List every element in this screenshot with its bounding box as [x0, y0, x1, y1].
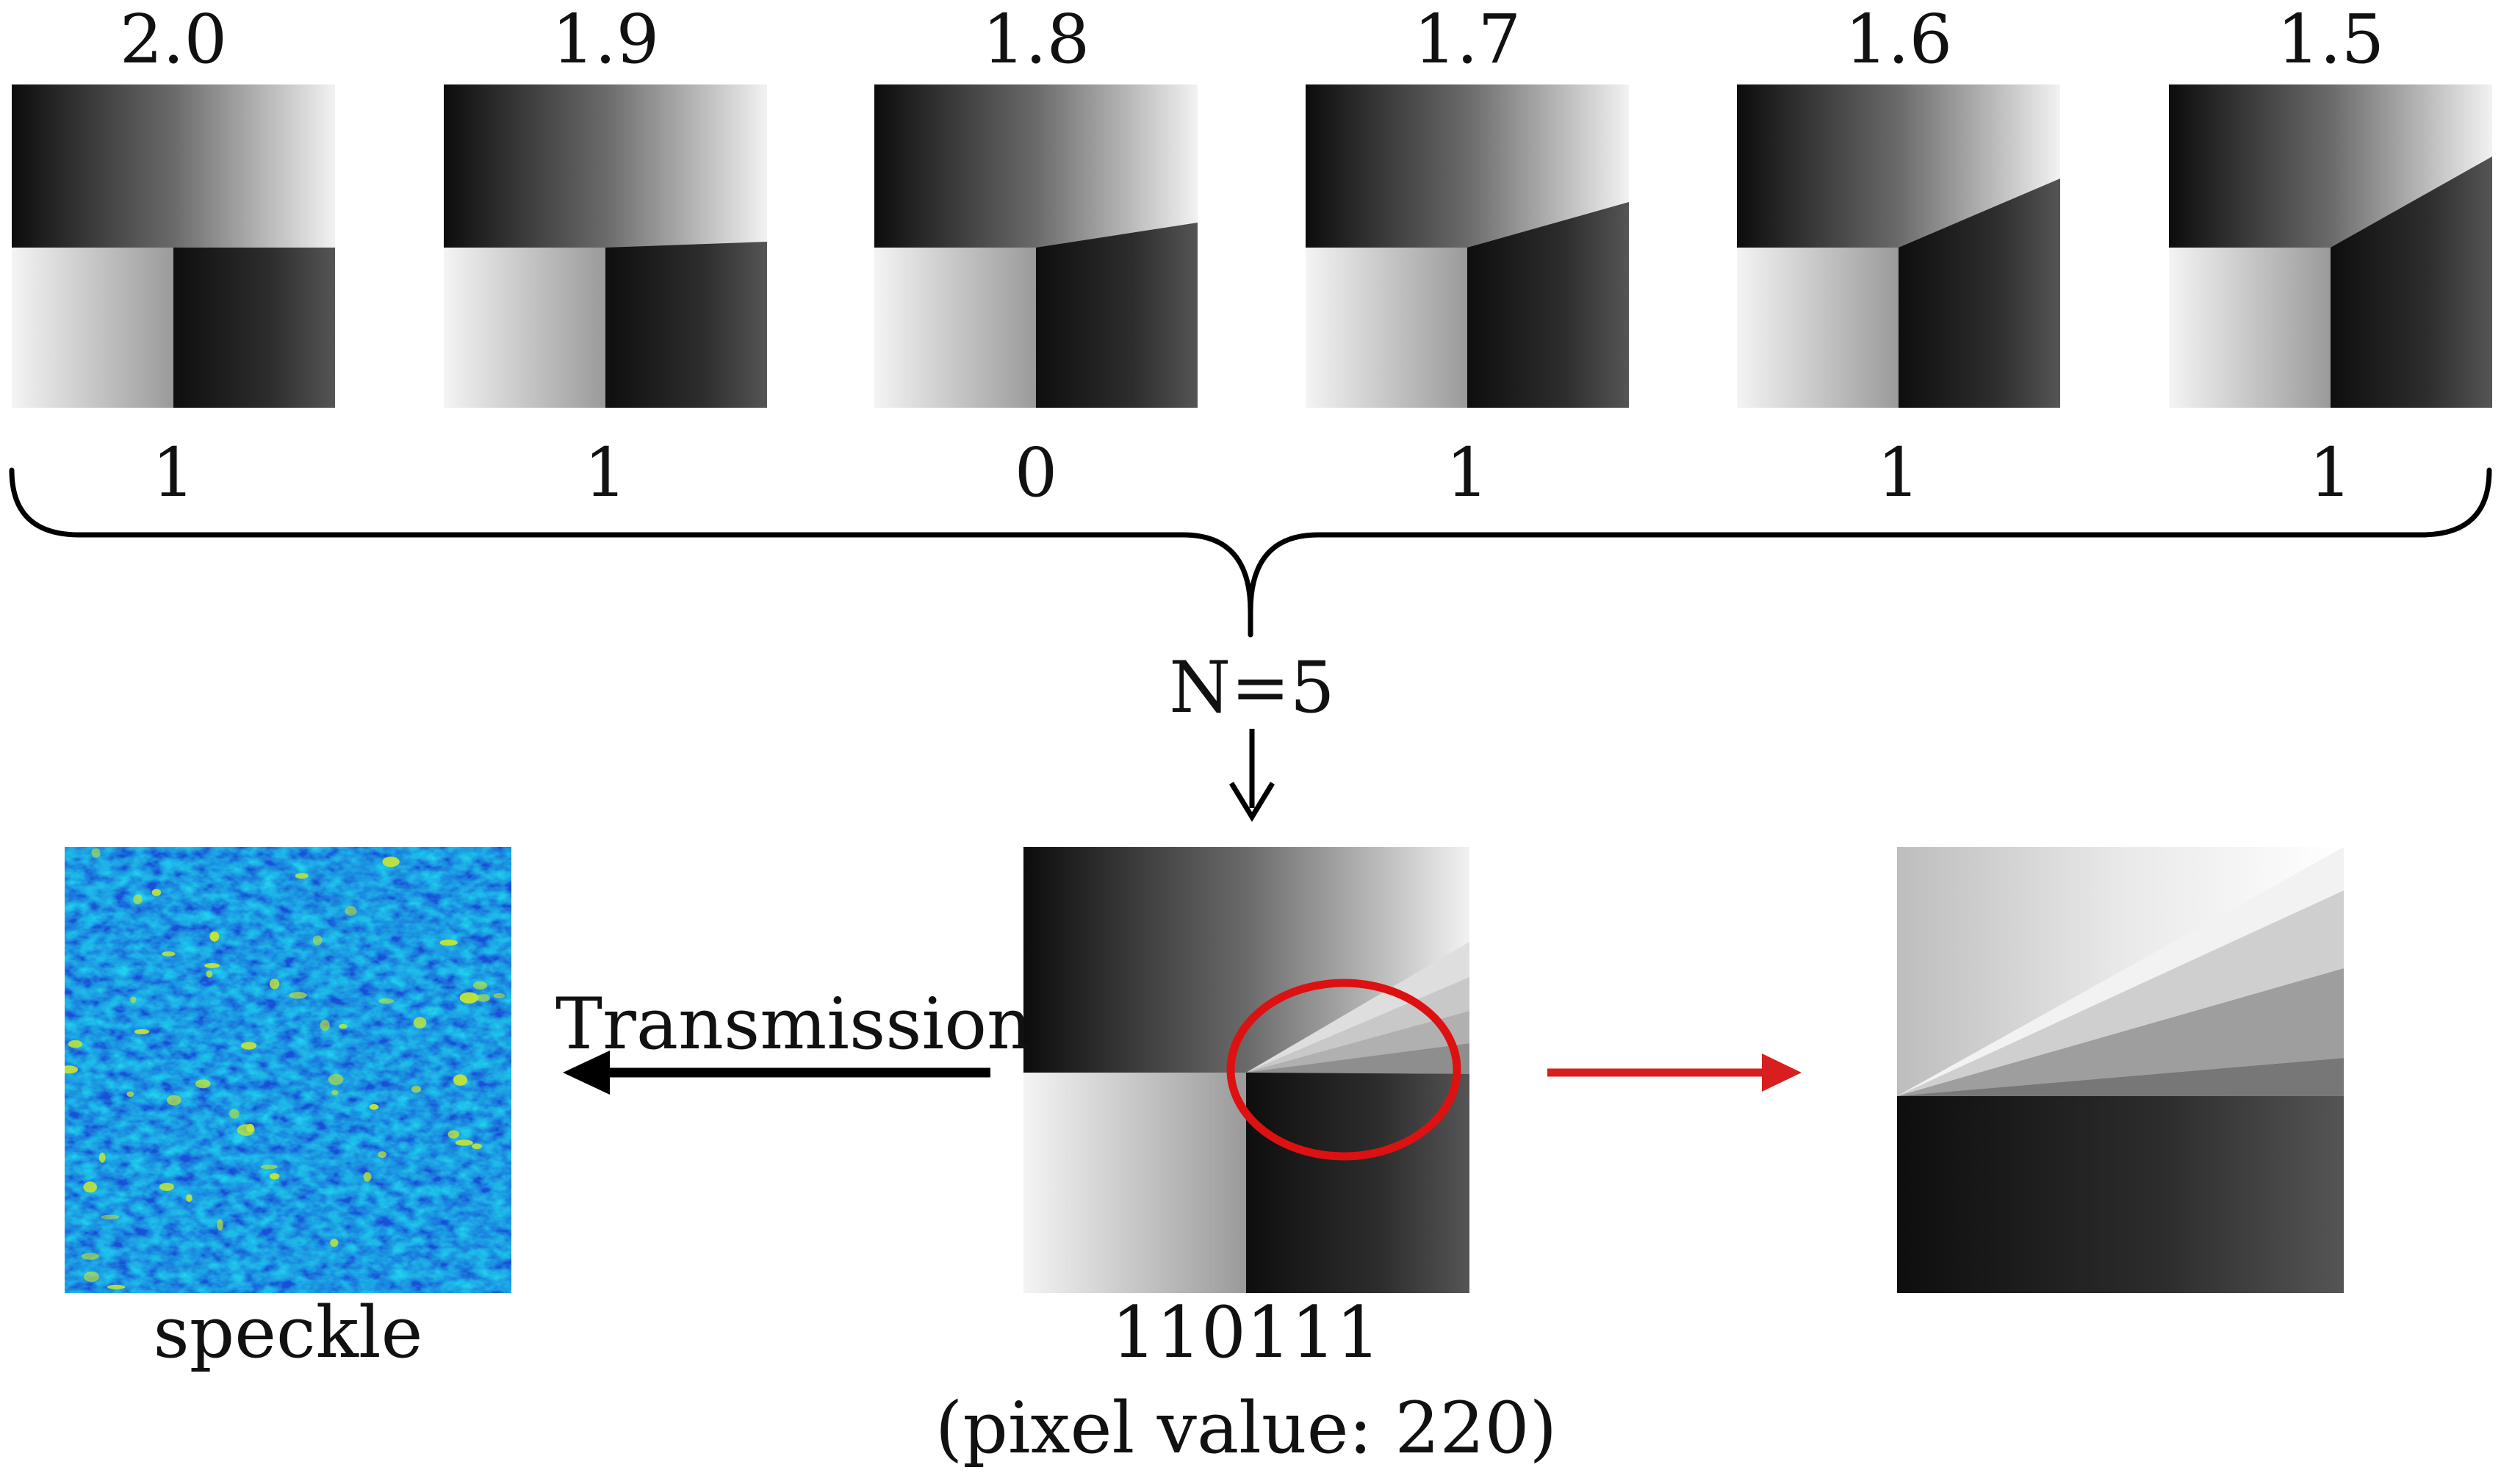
speckle-grain	[81, 1253, 99, 1260]
speckle-grain	[413, 1017, 427, 1029]
speckle-label: speckle	[153, 1292, 423, 1374]
speckle-grain	[312, 935, 323, 945]
bit-label-6: 1	[2309, 433, 2353, 512]
speckle-grain	[228, 1109, 240, 1119]
speckle-grain	[475, 994, 491, 1002]
superposed-phase-mask	[1023, 847, 1469, 1293]
speckle-grain	[260, 1164, 278, 1170]
speckle-grain	[98, 1152, 106, 1163]
transmission-label: Transmission	[555, 983, 1032, 1065]
speckle-grain	[84, 1271, 99, 1282]
zoom-arrow-head	[1762, 1053, 1802, 1092]
highlight-ellipse	[1226, 979, 1461, 1161]
charge-label-1: 2.0	[119, 0, 228, 79]
speckle-grain	[339, 1023, 348, 1029]
speckle-grain	[331, 1089, 339, 1095]
bit-label-5: 1	[1876, 433, 1921, 512]
charge-label-2: 1.9	[551, 0, 660, 79]
speckle-grain	[126, 1091, 134, 1098]
charge-label-6: 1.5	[2276, 0, 2385, 79]
speckle-grain	[130, 996, 137, 1004]
speckle-grain	[68, 1040, 83, 1048]
speckle-grain	[91, 848, 101, 858]
speckle-grain	[107, 1284, 126, 1289]
speckle-grain	[472, 1143, 483, 1150]
speckle-grain	[101, 1214, 120, 1220]
speckle-grain	[133, 894, 143, 904]
speckle-grain	[204, 963, 220, 968]
speckle-grain	[217, 1219, 223, 1231]
speckle-grain	[206, 970, 213, 978]
speckle-grain	[295, 873, 309, 879]
speckle-grain	[447, 1130, 460, 1139]
bit-label-4: 1	[1445, 433, 1489, 512]
speckle-grain	[289, 992, 307, 999]
binary-code-label: 110111	[1111, 1292, 1381, 1374]
speckle-grain	[83, 1181, 97, 1193]
speckle-grain	[162, 951, 176, 957]
charge-label-5: 1.6	[1844, 0, 1953, 79]
speckle-grain	[159, 1183, 174, 1191]
speckle-grain	[246, 1123, 254, 1133]
phase-mask-3	[874, 84, 1198, 408]
speckle-grain	[459, 992, 479, 1004]
speckle-grain	[378, 1151, 386, 1159]
transmission-arrow-head	[563, 1051, 610, 1095]
n-equals-label: N=5	[1169, 646, 1335, 729]
speckle-grain	[455, 1139, 473, 1146]
speckle-grain	[269, 1173, 280, 1180]
phase-mask-row	[12, 84, 2492, 408]
pixel-value-label: (pixel value: 220)	[935, 1387, 1558, 1469]
speckle-grain	[151, 889, 162, 896]
bit-label-3: 0	[1014, 433, 1058, 512]
speckle-grain	[382, 857, 400, 868]
speckle-grain	[134, 1029, 150, 1034]
speckle-grain	[345, 906, 357, 916]
phase-mask-4	[1306, 84, 1629, 408]
speckle-grain	[369, 1103, 379, 1110]
zoomed-fork-detail	[1897, 847, 2344, 1293]
speckle-grain	[195, 1079, 211, 1089]
speckle-grain	[378, 998, 394, 1004]
speckle-grain	[269, 979, 280, 990]
speckle-grain	[320, 1020, 330, 1031]
speckle-grain	[330, 1239, 339, 1247]
speckle-grain	[493, 993, 505, 998]
bit-label-2: 1	[583, 433, 627, 512]
speckle-grain	[328, 1073, 344, 1085]
speckle-grain	[411, 1085, 421, 1093]
speckle-image	[65, 847, 511, 1293]
curly-brace	[9, 467, 2492, 638]
bit-label-1: 1	[151, 433, 195, 512]
phase-mask-1	[12, 84, 335, 408]
phase-mask-6	[2169, 84, 2492, 408]
down-arrow-head	[1229, 782, 1275, 822]
speckle-grain	[209, 931, 220, 942]
phase-mask-5	[1737, 84, 2060, 408]
speckle-grain	[439, 939, 458, 946]
speckle-grain	[363, 1172, 372, 1182]
speckle-grain	[241, 1042, 257, 1050]
speckle-grain	[167, 1095, 181, 1106]
speckle-grain	[472, 981, 488, 990]
speckle-grain	[186, 1194, 192, 1203]
speckle-grain	[65, 1065, 79, 1074]
charge-label-3: 1.8	[982, 0, 1090, 79]
speckle-grain	[453, 1074, 468, 1086]
charge-label-4: 1.7	[1413, 0, 1522, 79]
phase-mask-2	[444, 84, 767, 408]
